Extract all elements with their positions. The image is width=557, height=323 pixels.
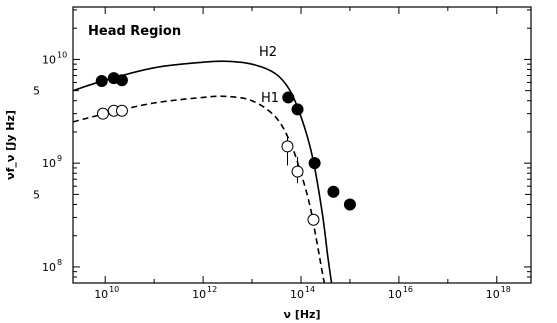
y-axis-title: νf_ν [Jy Hz] bbox=[4, 110, 17, 180]
data-point-h2 bbox=[327, 185, 340, 198]
data-point-h2 bbox=[95, 74, 108, 87]
data-point-h2 bbox=[291, 103, 304, 116]
x-axis-title: ν [Hz] bbox=[284, 308, 321, 321]
x-tick-label: 10 bbox=[486, 288, 500, 301]
x-tick-exponent: 12 bbox=[207, 285, 217, 294]
series-label-h1: H1 bbox=[261, 91, 279, 106]
data-point-h2 bbox=[115, 74, 128, 87]
data-point-h1 bbox=[96, 107, 109, 120]
x-tick-label: 10 bbox=[94, 288, 108, 301]
y-tick-label: 5 bbox=[33, 85, 40, 98]
x-tick-label: 10 bbox=[290, 288, 304, 301]
model-curve-h1 bbox=[73, 95, 326, 283]
y-tick-label: 10 bbox=[42, 261, 56, 274]
y-tick-label: 10 bbox=[42, 157, 56, 170]
y-tick-exponent: 10 bbox=[57, 50, 67, 59]
y-tick-label: 5 bbox=[33, 188, 40, 201]
head-region-annotation: Head Region bbox=[88, 24, 181, 39]
plot-frame bbox=[72, 6, 532, 284]
x-tick-label: 10 bbox=[192, 288, 206, 301]
data-point-h1 bbox=[307, 213, 320, 226]
x-tick-exponent: 14 bbox=[305, 285, 315, 294]
x-tick-exponent: 10 bbox=[109, 285, 119, 294]
model-curve-h2 bbox=[73, 60, 333, 283]
data-point-h2 bbox=[308, 157, 321, 170]
series-label-h2: H2 bbox=[259, 45, 277, 60]
data-point-h1 bbox=[291, 165, 304, 178]
y-tick-exponent: 9 bbox=[57, 154, 62, 163]
data-point-h1 bbox=[281, 140, 294, 153]
x-tick-label: 10 bbox=[388, 288, 402, 301]
data-point-h2 bbox=[343, 198, 356, 211]
y-tick-exponent: 8 bbox=[57, 258, 62, 267]
y-tick-label: 10 bbox=[42, 53, 56, 66]
data-point-h1 bbox=[115, 104, 128, 117]
x-tick-exponent: 18 bbox=[501, 285, 511, 294]
data-point-h2 bbox=[282, 91, 295, 104]
x-tick-exponent: 16 bbox=[403, 285, 413, 294]
